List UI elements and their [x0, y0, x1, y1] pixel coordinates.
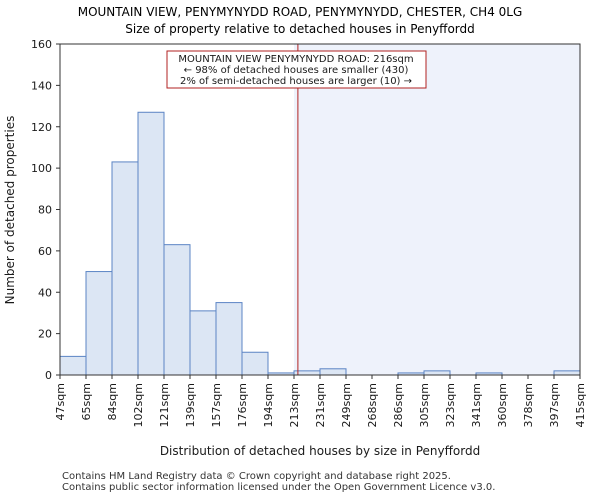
x-tick-label: 139sqm	[184, 383, 197, 427]
x-tick-label: 157sqm	[210, 383, 223, 427]
x-tick-label: 249sqm	[340, 383, 353, 427]
x-tick-label: 360sqm	[496, 383, 509, 427]
bar-157sqm	[215, 302, 243, 376]
y-tick-label: 60	[38, 245, 52, 258]
x-tick-label: 415sqm	[574, 383, 587, 427]
chart-subtitle: Size of property relative to detached ho…	[125, 22, 475, 36]
x-axis-label: Distribution of detached houses by size …	[160, 444, 480, 458]
bar-102sqm	[137, 111, 165, 376]
y-tick-label: 140	[31, 79, 52, 92]
bar-121sqm	[163, 244, 191, 376]
x-tick-label: 194sqm	[262, 383, 275, 427]
y-axis-label: Number of detached properties	[3, 116, 17, 305]
y-tick-label: 100	[31, 162, 52, 175]
x-tick-label: 378sqm	[522, 383, 535, 427]
x-tick-label: 323sqm	[444, 383, 457, 427]
annotation-line-2: ← 98% of detached houses are smaller (43…	[184, 65, 409, 76]
x-tick-label: 121sqm	[158, 383, 171, 427]
y-tick-label: 0	[45, 369, 52, 382]
footer-licence: Contains public sector information licen…	[62, 482, 496, 493]
x-tick-label: 305sqm	[418, 383, 431, 427]
y-tick-label: 80	[38, 204, 52, 217]
bar-139sqm	[189, 310, 217, 376]
x-tick-label: 65sqm	[80, 383, 93, 420]
x-tick-label: 231sqm	[314, 383, 327, 427]
bar-65sqm	[85, 271, 113, 376]
x-tick-label: 397sqm	[548, 383, 561, 427]
footer-copyright: Contains HM Land Registry data © Crown c…	[62, 471, 451, 482]
x-tick-label: 47sqm	[54, 383, 67, 420]
x-tick-label: 286sqm	[392, 383, 405, 427]
x-tick-label: 213sqm	[288, 383, 301, 427]
x-tick-label: 84sqm	[106, 383, 119, 420]
bar-84sqm	[111, 161, 139, 376]
annotation-line-1: MOUNTAIN VIEW PENYMYNYDD ROAD: 216sqm	[178, 54, 413, 65]
bar-305sqm	[423, 370, 451, 376]
highlight-region	[294, 44, 580, 375]
bar-397sqm	[553, 370, 581, 376]
y-tick-label: 40	[38, 286, 52, 299]
x-tick-label: 102sqm	[132, 383, 145, 427]
bar-231sqm	[319, 368, 347, 376]
x-tick-label: 341sqm	[470, 383, 483, 427]
bar-176sqm	[241, 351, 269, 376]
x-tick-label: 176sqm	[236, 383, 249, 427]
annotation-box: MOUNTAIN VIEW PENYMYNYDD ROAD: 216sqm ← …	[166, 50, 427, 89]
bar-47sqm	[59, 355, 87, 376]
y-tick-label: 20	[38, 328, 52, 341]
y-tick-label: 160	[31, 38, 52, 51]
annotation-line-3: 2% of semi-detached houses are larger (1…	[180, 76, 412, 87]
chart-title: MOUNTAIN VIEW, PENYMYNYDD ROAD, PENYMYNY…	[78, 5, 523, 19]
x-tick-label: 268sqm	[366, 383, 379, 427]
y-tick-label: 120	[31, 121, 52, 134]
